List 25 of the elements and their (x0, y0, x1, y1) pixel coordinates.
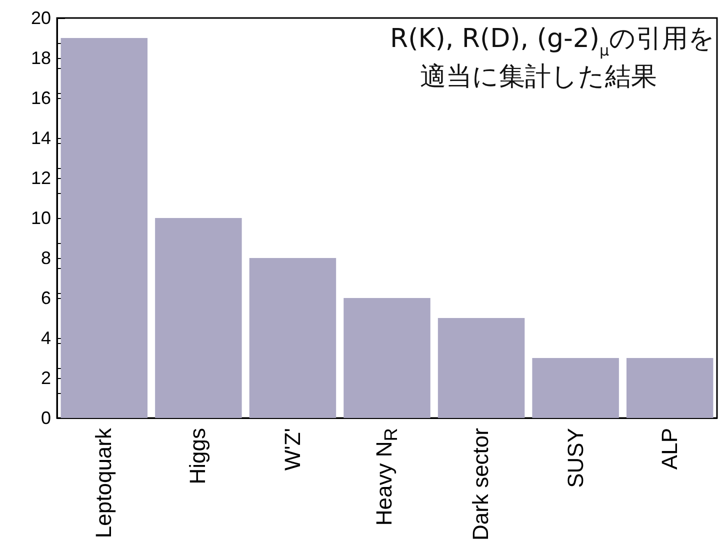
y-tick-label: 18 (30, 48, 51, 68)
x-tick-label: W'Z' (280, 428, 305, 471)
y-tick-label: 12 (30, 168, 51, 188)
y-tick-label: 4 (40, 328, 51, 348)
x-tick-label: Higgs (185, 428, 210, 484)
y-tick-label: 14 (30, 128, 51, 148)
x-tick-label: SUSY (562, 428, 588, 488)
x-tick-label: Dark sector (468, 428, 494, 540)
y-tick-label: 16 (30, 88, 51, 108)
bar (249, 258, 336, 418)
y-tick-label: 6 (40, 288, 51, 308)
x-tick-label: ALP (656, 428, 682, 470)
y-tick-label: 0 (40, 408, 51, 428)
bar (155, 218, 242, 418)
y-tick-label: 20 (30, 8, 51, 28)
bar (532, 358, 619, 418)
y-tick-label: 10 (30, 208, 51, 228)
bar (344, 298, 430, 418)
bar (438, 318, 525, 418)
y-tick-label: 8 (40, 248, 51, 268)
annotation: 適当に集計した結果 (420, 62, 657, 92)
bar (60, 38, 148, 418)
y-tick-label: 2 (40, 368, 51, 388)
x-tick-label: Leptoquark (91, 428, 116, 538)
bar (626, 358, 714, 418)
